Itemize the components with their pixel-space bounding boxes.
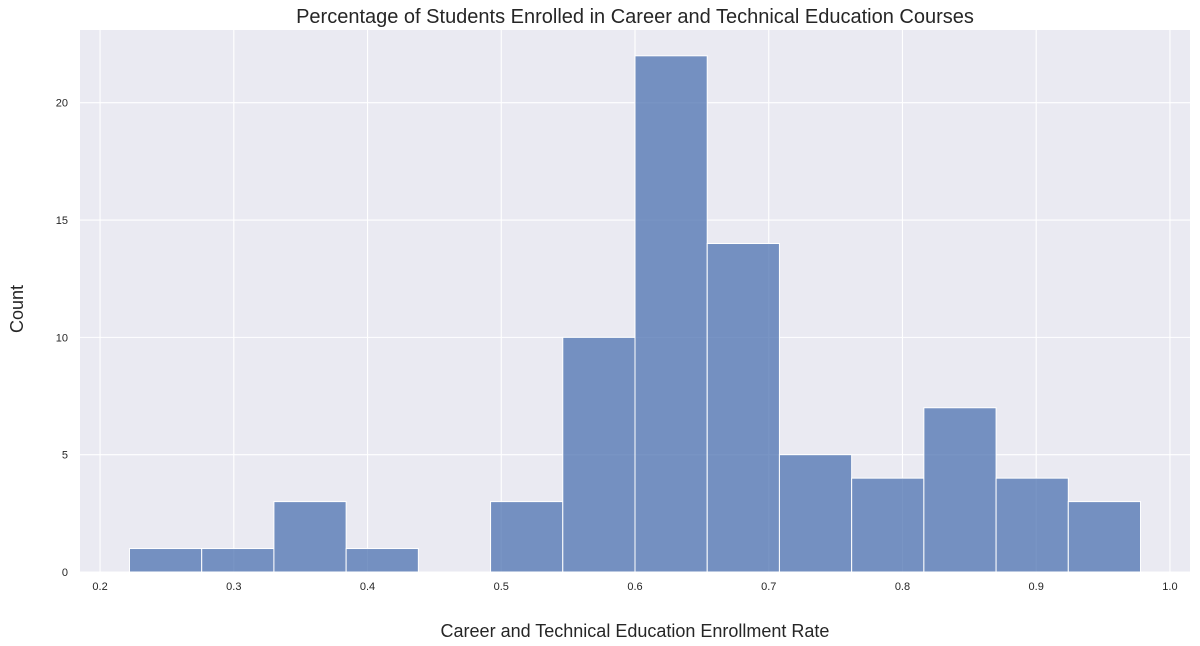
histogram-bar [273, 501, 347, 573]
histogram-bar [706, 243, 780, 573]
x-tick-label: 0.6 [627, 581, 642, 593]
x-tick-label: 0.4 [360, 581, 375, 593]
y-tick-label: 20 [56, 98, 68, 110]
histogram-bar [201, 548, 275, 573]
histogram-bar [562, 336, 636, 573]
x-tick-label: 1.0 [1162, 581, 1177, 593]
y-tick-label: 0 [62, 567, 68, 579]
histogram-bar [490, 501, 564, 573]
y-tick-label: 10 [56, 332, 68, 344]
histogram-bar [128, 548, 203, 573]
histogram-bar [345, 548, 419, 573]
x-axis-label: Career and Technical Education Enrollmen… [441, 621, 830, 641]
x-tick-label: 0.2 [92, 581, 107, 593]
x-tick-labels: 0.2 0.3 0.4 0.5 0.6 0.7 0.8 0.9 1.0 [92, 581, 1177, 593]
histogram-bar [634, 55, 708, 573]
histogram-bar [778, 454, 853, 573]
bars [128, 55, 1142, 573]
y-tick-label: 15 [56, 215, 68, 227]
y-tick-labels: 0 5 10 15 20 [56, 98, 68, 579]
histogram-bar [1067, 501, 1142, 573]
y-tick-label: 5 [62, 450, 68, 462]
x-tick-label: 0.3 [226, 581, 241, 593]
chart-title: Percentage of Students Enrolled in Caree… [296, 6, 974, 28]
x-tick-label: 0.5 [494, 581, 509, 593]
y-axis-label: Count [7, 285, 27, 333]
histogram-bar [851, 477, 925, 573]
x-tick-label: 0.9 [1029, 581, 1044, 593]
x-tick-label: 0.8 [895, 581, 910, 593]
histogram-bar [923, 407, 997, 573]
x-tick-label: 0.7 [761, 581, 776, 593]
histogram-bar [995, 477, 1069, 573]
